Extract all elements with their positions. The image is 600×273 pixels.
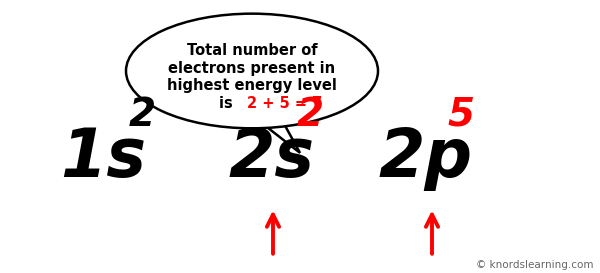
Text: Total number of: Total number of [187, 43, 317, 58]
Text: 2: 2 [297, 96, 324, 134]
Text: © knordslearning.com: © knordslearning.com [476, 260, 594, 270]
Text: 2 + 5 = 7: 2 + 5 = 7 [247, 96, 323, 111]
Text: is: is [218, 96, 238, 111]
Polygon shape [258, 120, 300, 153]
Text: highest energy level: highest energy level [167, 79, 337, 93]
Text: 5: 5 [447, 96, 474, 134]
Text: 2s: 2s [228, 125, 314, 191]
Text: 2: 2 [129, 96, 156, 134]
Text: 2p: 2p [378, 125, 472, 191]
Ellipse shape [126, 14, 378, 128]
Text: electrons present in: electrons present in [169, 61, 335, 76]
Text: 1s: 1s [60, 125, 146, 191]
